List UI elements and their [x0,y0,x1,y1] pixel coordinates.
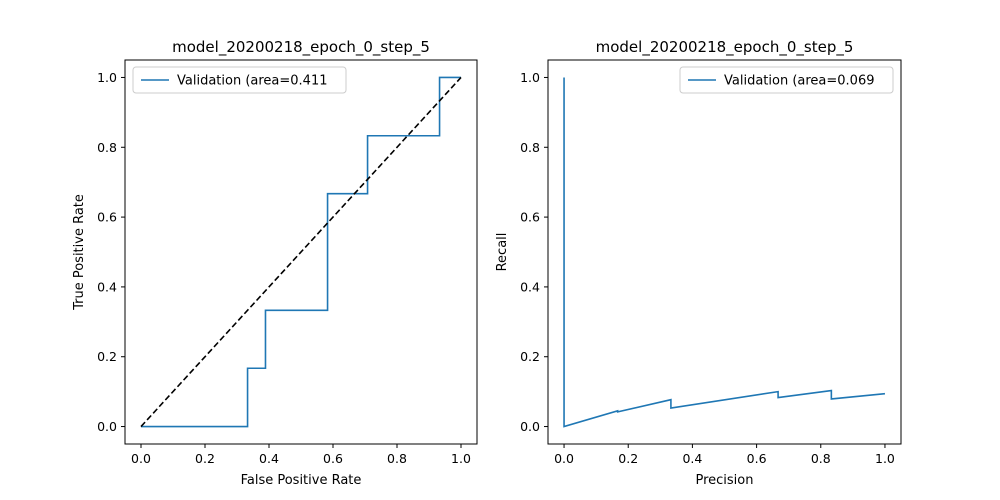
chart2-y-tick-label: 0.8 [520,140,540,155]
chart1-diagonal-reference-line [140,76,462,428]
chart2-y-axis-label: Recall [495,233,510,272]
chart2-y-tick-label: 0.2 [520,349,540,364]
chart2-x-tick-label: 1.0 [875,451,895,466]
chart1-y-tick-label: 1.0 [97,70,117,85]
chart2-legend-box [679,66,894,94]
chart2-legend-label: Validation (area=0.069 [724,74,875,89]
chart1-y-tick-label: 0.0 [97,419,117,434]
chart1-legend-box [132,66,347,94]
chart1-x-tick-label: 1.0 [451,451,471,466]
chart2-y-tick-label: 0.4 [520,279,540,294]
chart1-y-tick-label: 0.4 [97,279,117,294]
chart2-x-tick-label: 0.8 [811,451,831,466]
chart1-x-tick-label: 0.2 [195,451,215,466]
chart2-title: model_20200218_epoch_0_step_5 [596,38,854,57]
chart2-x-tick-label: 0.2 [618,451,638,466]
chart1-x-axis-label: False Positive Rate [241,473,362,488]
chart1-x-tick-label: 0.6 [323,451,343,466]
chart1-y-tick-label: 0.6 [97,210,117,225]
chart1-x-tick-label: 0.4 [259,451,279,466]
chart1-y-axis-label: True Positive Rate [72,194,87,311]
chart1-legend-label: Validation (area=0.411 [177,74,328,89]
chart2-y-tick-label: 0.0 [520,419,540,434]
chart1-y-tick-label: 0.8 [97,140,117,155]
chart1-x-tick-label: 0.0 [131,451,151,466]
chart2-y-tick-label: 1.0 [520,70,540,85]
chart1-series-line [141,76,461,428]
chart2-x-axis-label: Precision [695,473,753,488]
chart2-series-line [563,77,886,428]
chart2-x-tick-label: 0.0 [554,451,574,466]
chart2-x-tick-label: 0.6 [747,451,767,466]
chart2-x-tick-label: 0.4 [682,451,702,466]
chart2-plot-area [547,59,902,445]
chart1-x-tick-label: 0.8 [387,451,407,466]
chart2-y-tick-label: 0.6 [520,210,540,225]
chart1-y-tick-label: 0.2 [97,349,117,364]
chart1-title: model_20200218_epoch_0_step_5 [172,38,430,57]
